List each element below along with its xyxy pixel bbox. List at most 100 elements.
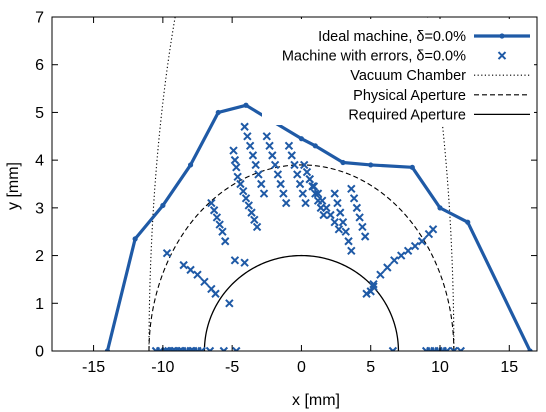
ideal-point (527, 348, 533, 351)
error-point (390, 256, 399, 265)
error-point (403, 246, 413, 256)
error-point (362, 289, 371, 298)
error-point (175, 346, 184, 351)
error-point (311, 189, 320, 198)
legend-label: Machine with errors, δ=0.0% (282, 49, 466, 65)
error-point (221, 237, 230, 246)
x-tick-label: 5 (366, 359, 375, 376)
error-point (244, 201, 253, 210)
error-point (330, 189, 339, 198)
error-point (200, 277, 209, 287)
ideal-point (132, 236, 138, 242)
error-point (456, 346, 465, 351)
error-point (376, 270, 385, 279)
y-tick-label: 4 (35, 153, 44, 170)
error-point (360, 232, 370, 241)
error-point (344, 237, 353, 246)
error-point (193, 270, 202, 279)
error-point (225, 299, 234, 308)
error-point (236, 179, 245, 189)
error-point (338, 217, 348, 227)
error-point (369, 279, 378, 289)
error-point (428, 225, 438, 234)
error-point (219, 346, 229, 351)
x-tick-label: 10 (431, 359, 449, 376)
ideal-point (243, 102, 249, 108)
y-tick-label: 3 (35, 200, 44, 217)
legend: Ideal machine, δ=0.0% Machine with errors… (262, 19, 534, 125)
error-point (259, 189, 269, 198)
error-point (366, 287, 375, 296)
error-point (322, 203, 331, 213)
error-point (290, 160, 299, 170)
error-point (449, 346, 459, 351)
error-point (281, 198, 291, 208)
boundary-solid-2 (203, 254, 400, 351)
error-point (326, 210, 335, 220)
error-point (248, 151, 258, 160)
y-tick-label: 6 (35, 57, 44, 74)
error-point (252, 222, 262, 232)
error-point (295, 179, 305, 189)
y-tick-label: 2 (35, 248, 44, 265)
x-tick-label: -15 (82, 359, 105, 376)
error-point (330, 217, 339, 227)
ideal-point (104, 348, 111, 351)
error-point (197, 346, 206, 351)
error-point (298, 189, 308, 198)
error-point (347, 184, 356, 193)
error-point (319, 210, 328, 220)
ideal-point (368, 162, 374, 168)
error-point (268, 151, 277, 160)
error-point (287, 151, 296, 160)
ideal-point (340, 159, 346, 166)
error-point (358, 222, 367, 232)
error-point (254, 170, 263, 179)
error-point (186, 265, 195, 275)
error-point (355, 213, 364, 222)
error-point (251, 160, 260, 170)
error-point (205, 346, 215, 351)
error-point (417, 237, 427, 246)
error-point (388, 346, 398, 351)
error-point (410, 241, 420, 251)
error-point (232, 163, 241, 172)
x-tick-label: -10 (151, 359, 174, 376)
legend-label: Vacuum Chamber (350, 68, 466, 84)
error-point (341, 227, 350, 236)
y-tick-label: 7 (35, 10, 44, 27)
error-point (302, 167, 312, 177)
ideal-point (437, 205, 443, 211)
error-point (212, 213, 222, 222)
error-point (352, 203, 362, 213)
error-point (232, 346, 241, 351)
legend-label: Physical Aperture (353, 88, 466, 104)
x-tick-label: 15 (500, 359, 518, 376)
error-point (313, 189, 323, 198)
error-point (284, 141, 294, 151)
plot-frame (51, 16, 538, 352)
error-point (240, 258, 249, 267)
axes: -15 -10 -5 0 5 10 15 0 1 2 3 4 5 6 7 (35, 10, 538, 376)
error-point (276, 179, 285, 189)
x-tick-label: -5 (225, 359, 239, 376)
error-point (309, 182, 319, 191)
plot-series (104, 17, 533, 351)
error-point (250, 215, 259, 224)
error-point (299, 160, 309, 170)
x-axis-label: x [mm] (292, 392, 340, 409)
ideal-point (215, 109, 221, 116)
error-point (179, 260, 188, 270)
ideal-point (187, 162, 194, 168)
error-point (293, 170, 302, 179)
ideal-point (312, 143, 318, 149)
error-point (230, 155, 240, 165)
error-point (333, 198, 342, 208)
error-point (233, 172, 242, 182)
error-point (229, 146, 238, 155)
legend-swatch-cross (497, 51, 507, 60)
error-point (247, 208, 256, 217)
error-point (273, 170, 283, 179)
error-point (383, 263, 392, 272)
ideal-point (160, 202, 166, 209)
